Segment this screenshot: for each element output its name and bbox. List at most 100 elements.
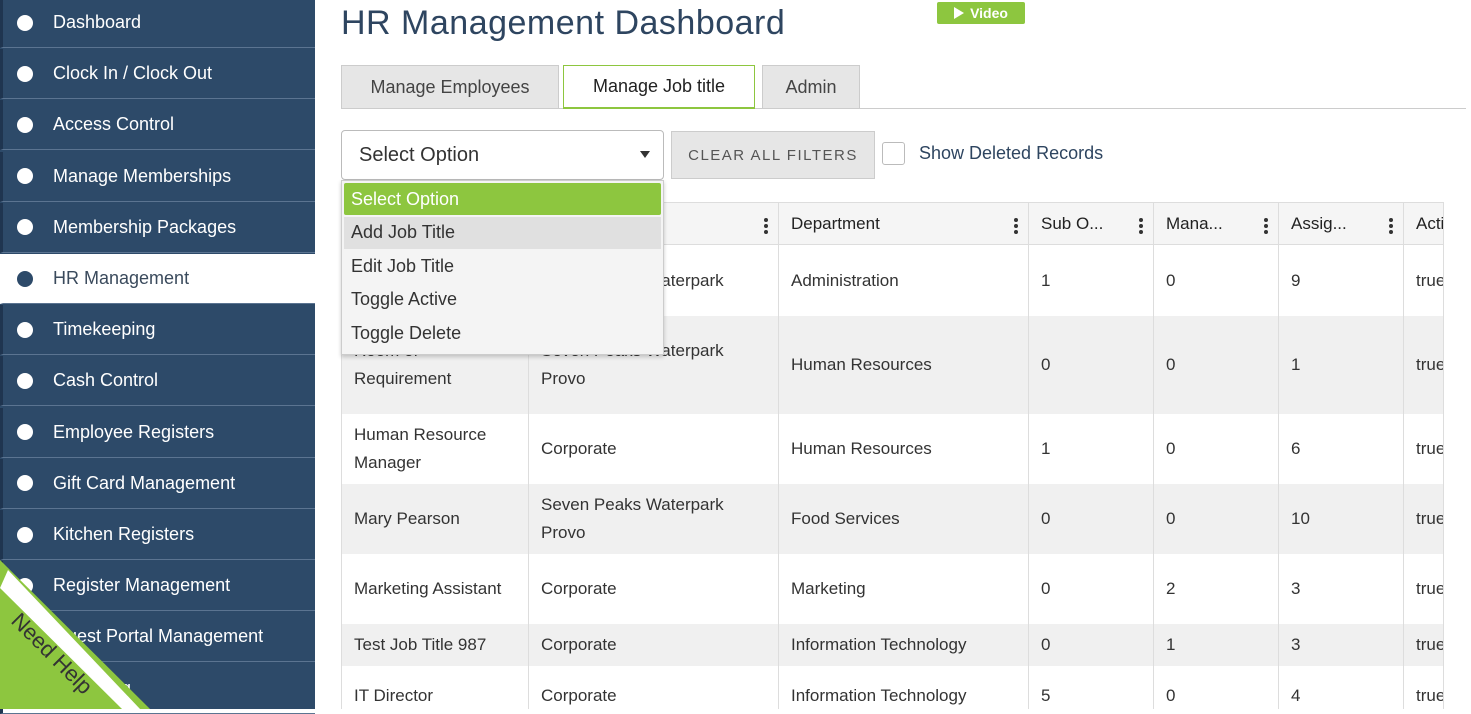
- sidebar-item[interactable]: Access Control: [0, 100, 315, 151]
- item-label: Employee Registers: [53, 421, 215, 442]
- header-cell: Assig...: [1279, 202, 1404, 245]
- item-label: Kitchen Registers: [53, 524, 195, 544]
- dropdown-menu: Select Option Add Job Title Edit Job Title…: [341, 180, 664, 355]
- item-icon: [17, 372, 33, 389]
- table-cell: true: [1404, 554, 1444, 624]
- table-cell: true: [1404, 316, 1444, 414]
- table-cell: 3: [1279, 554, 1404, 624]
- tab[interactable]: Admin: [762, 65, 860, 108]
- item-icon: [17, 14, 33, 31]
- column-menu[interactable]: [1389, 218, 1393, 234]
- table-cell: 2: [1154, 554, 1279, 624]
- item-label: Guest Portal Management: [53, 626, 264, 647]
- table-cell: Marketing Assistant: [342, 554, 529, 624]
- table-cell: 9: [1279, 245, 1404, 316]
- item-label: HR Management: [53, 268, 190, 288]
- table-cell: Corporate: [529, 554, 779, 624]
- header-cell: Sub O...: [1029, 202, 1154, 245]
- item-icon: [17, 65, 33, 82]
- action-select[interactable]: Select Option: [341, 130, 664, 180]
- clear-filters-button[interactable]: CLEAR ALL FILTERS: [671, 131, 875, 179]
- table-cell: 5: [1029, 666, 1154, 709]
- item-icon: [17, 475, 33, 492]
- sidebar-item[interactable]: Timekeeping: [0, 305, 315, 356]
- table-cell: 0: [1154, 245, 1279, 316]
- table-cell: Food Services: [779, 484, 1029, 554]
- table-cell: 1: [1279, 316, 1404, 414]
- header-cell: Mana...: [1154, 202, 1279, 245]
- table-cell: 4: [1279, 666, 1404, 709]
- table-cell: true: [1404, 666, 1444, 709]
- item-label: Gift Card Management: [53, 472, 236, 493]
- table-cell: 0: [1029, 316, 1154, 414]
- table-cell: true: [1404, 484, 1444, 554]
- sidebar-item[interactable]: Cash Control: [0, 356, 315, 407]
- table-cell: Human Resources: [779, 414, 1029, 484]
- sidebar-item[interactable]: HR Management: [0, 254, 315, 304]
- sidebar: Dashboard Clock In / Clock Out Access Cont…: [0, 0, 315, 714]
- table-cell: 1: [1154, 624, 1279, 666]
- item-icon: [17, 219, 33, 236]
- tab-underline: [341, 108, 1466, 109]
- video-button[interactable]: Video: [937, 2, 1025, 24]
- table-cell: 0: [1154, 414, 1279, 484]
- column-menu[interactable]: [764, 218, 768, 234]
- table-cell: Corporate: [529, 666, 779, 709]
- item-label: Register Management: [53, 575, 231, 596]
- table-cell: 10: [1279, 484, 1404, 554]
- dropdown-option[interactable]: Add Job Title: [344, 216, 661, 249]
- item-label: Clock In / Clock Out: [53, 63, 213, 84]
- table-cell: 0: [1154, 484, 1279, 554]
- sidebar-item[interactable]: Gift Card Management: [0, 458, 315, 509]
- table-cell: 1: [1029, 245, 1154, 316]
- item-icon: [17, 270, 33, 287]
- tab[interactable]: Manage Employees: [341, 65, 559, 108]
- table-cell: 0: [1154, 666, 1279, 709]
- item-icon: [17, 116, 33, 133]
- sidebar-item[interactable]: Manage Memberships: [0, 151, 315, 202]
- item-icon: [17, 526, 33, 543]
- table-cell: 0: [1029, 624, 1154, 666]
- column-menu[interactable]: [1264, 218, 1268, 234]
- sidebar-item[interactable]: Kitchen Registers: [0, 510, 315, 560]
- dropdown-option[interactable]: Select Option: [344, 183, 661, 215]
- item-label: Manage Memberships: [53, 165, 232, 186]
- table-cell: Corporate: [529, 414, 779, 484]
- sidebar-item[interactable]: Membership Packages: [0, 202, 315, 253]
- column-menu[interactable]: [1014, 218, 1018, 234]
- item-label: Cash Control: [53, 370, 159, 391]
- table-cell: true: [1404, 414, 1444, 484]
- table-cell: 0: [1029, 554, 1154, 624]
- table-cell: Information Technology: [779, 666, 1029, 709]
- help-ribbon[interactable]: Need Help ?: [0, 560, 150, 709]
- ribbon-band: [0, 570, 140, 709]
- dropdown-option[interactable]: Toggle Delete: [351, 322, 462, 343]
- table-cell: Seven Peaks Waterpark Provo: [529, 316, 779, 414]
- table-cell: IT Director: [342, 666, 529, 709]
- column-menu[interactable]: [1139, 218, 1143, 234]
- tab[interactable]: Manage Job title: [563, 65, 755, 109]
- table-cell: Information Technology: [779, 624, 1029, 666]
- item-label: Membership Packages: [53, 216, 237, 237]
- table-cell: 0: [1154, 316, 1279, 414]
- deleted-checkbox[interactable]: [882, 142, 905, 165]
- item-icon: [17, 168, 33, 185]
- sidebar-item[interactable]: Employee Registers: [0, 407, 315, 458]
- table-cell: Human Resources: [779, 316, 1029, 414]
- table-cell: 3: [1279, 624, 1404, 666]
- play-icon: [954, 7, 965, 19]
- table-cell: Test Job Title 987: [342, 624, 529, 666]
- table-cell: Marketing: [779, 554, 1029, 624]
- table-cell: Human Resource Manager: [342, 414, 529, 484]
- video-label: Video: [970, 5, 1008, 21]
- sidebar-item[interactable]: Clock In / Clock Out: [0, 49, 315, 100]
- table-cell: Corporate: [529, 624, 779, 666]
- table-cell: Seven Peaks Waterpark Provo: [529, 484, 779, 554]
- dropdown-option[interactable]: Edit Job Title: [351, 255, 455, 276]
- table-cell: Mary Pearson: [342, 484, 529, 554]
- sidebar-item[interactable]: Dashboard: [0, 0, 315, 48]
- dropdown-option[interactable]: Toggle Active: [351, 289, 458, 309]
- item-label: Dashboard: [53, 12, 142, 32]
- item-icon: [17, 321, 33, 338]
